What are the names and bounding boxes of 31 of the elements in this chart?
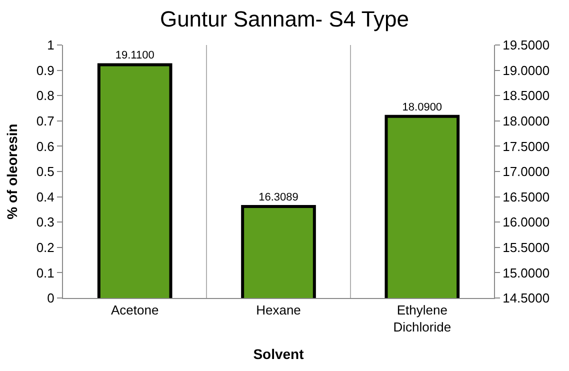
y2-tick-label: 18.0000 [502,113,550,128]
y-axis-title: % of oleoresin [4,124,20,220]
y2-tick-label: 19.0000 [502,62,550,78]
y-tick-label: 0.4 [36,189,54,204]
y2-tick-label: 16.5000 [502,189,550,204]
y-tick-label: 0.1 [36,265,54,280]
y-tick-label: 0.7 [36,113,54,128]
x-axis-title: Solvent [253,346,304,362]
y2-tick-label: 15.0000 [502,265,550,280]
y-tick-label: 1 [47,38,54,53]
x-tick-label: Ethylene Dichloride [393,302,452,334]
data-label: 16.3089 [258,191,298,204]
data-label: 18.0900 [402,101,442,114]
data-label: 19.1100 [115,50,154,62]
x-tick-label: Hexane [256,302,301,318]
y-tick-label: 0.8 [36,88,54,104]
y-tick-label: 0.2 [36,240,54,255]
y-tick-label: 0.5 [36,164,54,180]
x-tick-label: Acetone [110,302,159,318]
y-tick-label: 0.3 [36,214,54,230]
chart-title: Guntur Sannam- S4 Type [160,6,410,32]
y2-tick-label: 17.5000 [502,138,550,154]
y2-tick-label: 14.5000 [502,290,550,306]
y2-tick-label: 19.5000 [502,38,550,53]
y2-tick-label: 18.5000 [502,88,550,104]
y2-tick-label: 17.0000 [502,164,550,180]
y-tick-label: 0 [47,290,54,306]
y2-tick-label: 16.0000 [502,214,550,230]
y-tick-label: 0.9 [36,62,54,78]
y2-tick-label: 15.5000 [502,240,550,255]
y-tick-label: 0.6 [36,138,54,154]
